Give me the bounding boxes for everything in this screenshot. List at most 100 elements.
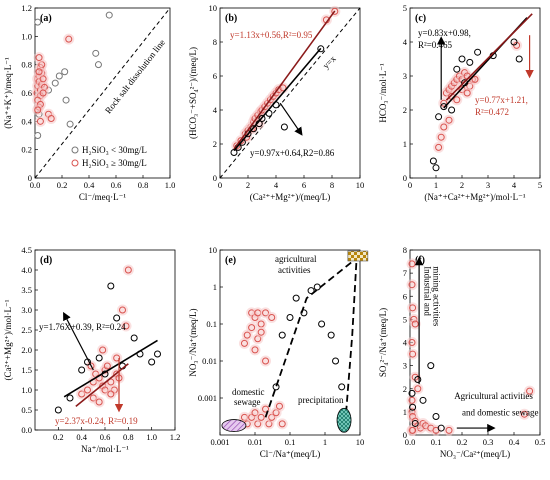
- data-point-red: [440, 123, 448, 131]
- y-axis-label: (Ca²⁺+Mg²⁺)/mol·L⁻¹: [3, 299, 13, 380]
- data-point-red: [39, 75, 47, 83]
- x-tick-label: 1: [434, 180, 438, 190]
- regression-line: [63, 339, 158, 398]
- data-point-red: [87, 362, 95, 370]
- mixing-line: [264, 257, 358, 418]
- data-point-black: [286, 313, 294, 321]
- y-tick-label: 3.5: [21, 285, 32, 295]
- data-point-red: [409, 304, 417, 312]
- data-point-red: [278, 420, 286, 428]
- y-tick-label: 8: [403, 245, 407, 255]
- data-point-red: [113, 354, 121, 362]
- x-tick-label: 1.2: [170, 432, 181, 442]
- y-tick-label: 0: [213, 173, 217, 183]
- marker-glow: [438, 121, 450, 133]
- data-point-red: [440, 99, 448, 107]
- data-point-red: [251, 346, 259, 354]
- y-tick-label: 1: [403, 139, 407, 149]
- y-tick-label: 4: [403, 37, 408, 47]
- y-tick-label: 0.8: [21, 60, 32, 70]
- data-point-red: [36, 117, 44, 125]
- x-tick-label: 0.01: [248, 437, 263, 447]
- y-tick-label: 0.4: [21, 116, 32, 126]
- marker-glow: [255, 326, 267, 338]
- data-point-black: [107, 282, 115, 290]
- data-point-red: [84, 386, 91, 394]
- panel-label: (e): [225, 255, 236, 266]
- marker-glow: [518, 408, 530, 420]
- plot-frame: [409, 7, 541, 179]
- annotation-label: precipitation: [298, 395, 344, 405]
- sewage-endmember-icon: [221, 419, 247, 432]
- marker-glow: [406, 279, 418, 291]
- y-tick-label: 0: [28, 173, 32, 183]
- y-tick-label: 0.6: [21, 88, 32, 98]
- y-tick-label: 3.0: [21, 305, 32, 315]
- marker-glow: [433, 141, 445, 153]
- data-point-black: [148, 358, 156, 366]
- data-point-red: [107, 390, 115, 398]
- panel-label: (d): [40, 255, 52, 266]
- marker-glow: [252, 307, 264, 319]
- marker-glow: [266, 311, 278, 323]
- data-point-red: [268, 313, 276, 321]
- data-point-gray: [62, 96, 70, 104]
- marker-glow: [93, 396, 105, 408]
- marker-glow: [320, 14, 332, 26]
- x-tick-label: 0.1: [431, 437, 442, 447]
- marker-glow: [409, 318, 421, 330]
- data-point-black: [408, 389, 416, 397]
- marker-glow: [443, 424, 455, 436]
- marker-glow: [63, 33, 75, 45]
- x-tick-label: 0.2: [457, 437, 468, 447]
- data-point-black: [332, 357, 340, 365]
- marker-glow: [451, 94, 463, 106]
- y-tick-label: 0.01: [202, 356, 217, 366]
- x-tick-label: 8: [330, 180, 334, 190]
- x-tick-label: 1.0: [146, 432, 157, 442]
- x-tick-label: 2: [246, 180, 250, 190]
- y-tick-label: 6: [213, 71, 217, 81]
- data-point-red: [408, 339, 416, 346]
- x-axis-label: (Na⁺+Ca²⁺+Mg²⁺)/mol·L⁻¹: [424, 192, 526, 202]
- x-tick-label: 0.8: [123, 432, 134, 442]
- marker-glow: [253, 118, 265, 130]
- marker-glow: [406, 337, 418, 348]
- regression-line: [445, 13, 533, 101]
- y-axis-label: NO₃⁻/Na⁺(meq/L): [188, 308, 198, 376]
- data-point-black: [154, 350, 161, 358]
- marker-glow: [255, 411, 267, 423]
- data-point-red: [35, 68, 43, 76]
- marker-glow: [407, 302, 419, 314]
- y-tick-label: 2.5: [21, 325, 32, 335]
- marker-glow: [37, 87, 49, 99]
- data-point-gray: [92, 49, 100, 57]
- data-point-black: [280, 123, 288, 131]
- x-tick-label: 0: [218, 180, 222, 190]
- data-point-red: [463, 89, 471, 97]
- x-tick-label: 4: [274, 180, 279, 190]
- fit-equation-black: R²=0.465: [418, 40, 453, 50]
- data-point-red: [331, 7, 339, 15]
- data-point-black: [510, 38, 518, 46]
- data-point-gray: [34, 18, 42, 26]
- legend-marker-red: [71, 159, 79, 167]
- regression-line: [233, 10, 336, 150]
- marker-glow: [111, 352, 123, 364]
- legend-marker-gray: [71, 146, 79, 154]
- marker-glow: [430, 424, 442, 436]
- marker-glow: [406, 258, 418, 270]
- x-tick-label: 0.4: [509, 437, 520, 447]
- panel-label: (c): [415, 13, 426, 24]
- y-tick-label: 2.0: [21, 345, 32, 355]
- data-point-black: [317, 45, 325, 53]
- legend-label: H₂SiO₃ ≥ 30mg/L: [82, 158, 147, 168]
- data-point-black: [54, 406, 62, 414]
- reference-line-label: Rock salt dissolution line: [103, 37, 167, 115]
- y-tick-label: 6: [403, 291, 407, 301]
- data-point-black: [66, 394, 74, 402]
- reference-line-label: y=x: [321, 53, 338, 70]
- data-point-black: [411, 419, 419, 427]
- annotation-label: activities: [278, 265, 311, 275]
